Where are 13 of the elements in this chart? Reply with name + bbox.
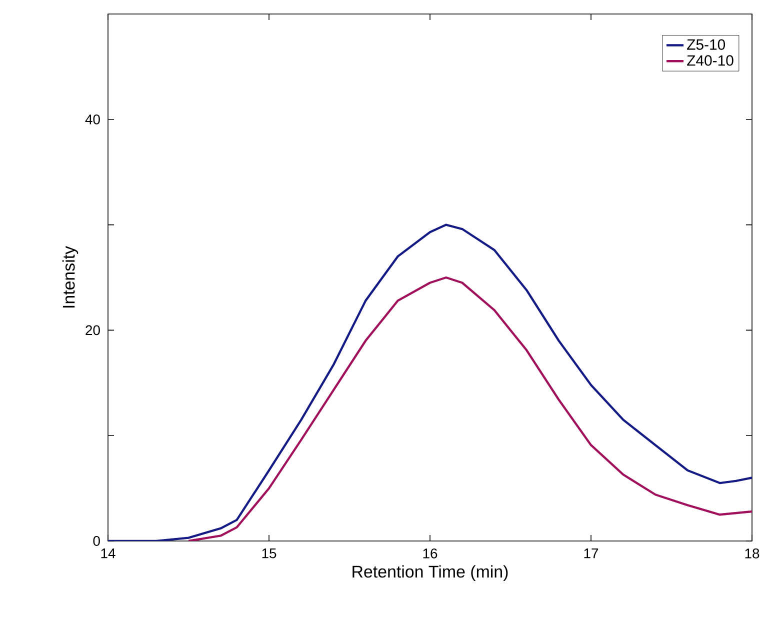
line-series [108, 224, 752, 541]
x-tick-label: 18 [745, 548, 760, 558]
y-tick-label: 40 [85, 114, 100, 124]
x-axis-title: Retention Time (min) [352, 565, 508, 582]
x-tick-label: 16 [423, 548, 438, 558]
y-tick-label: 0 [93, 536, 100, 546]
y-tick-label: 20 [86, 325, 100, 336]
legend-label: Z5-10 [687, 39, 726, 50]
legend-label: Z40-10 [687, 55, 734, 66]
y-axis-title: Intensity [62, 246, 78, 308]
x-tick-label: 14 [101, 548, 116, 558]
x-tick-label: 15 [262, 548, 276, 558]
x-tick-label: 17 [584, 548, 598, 558]
